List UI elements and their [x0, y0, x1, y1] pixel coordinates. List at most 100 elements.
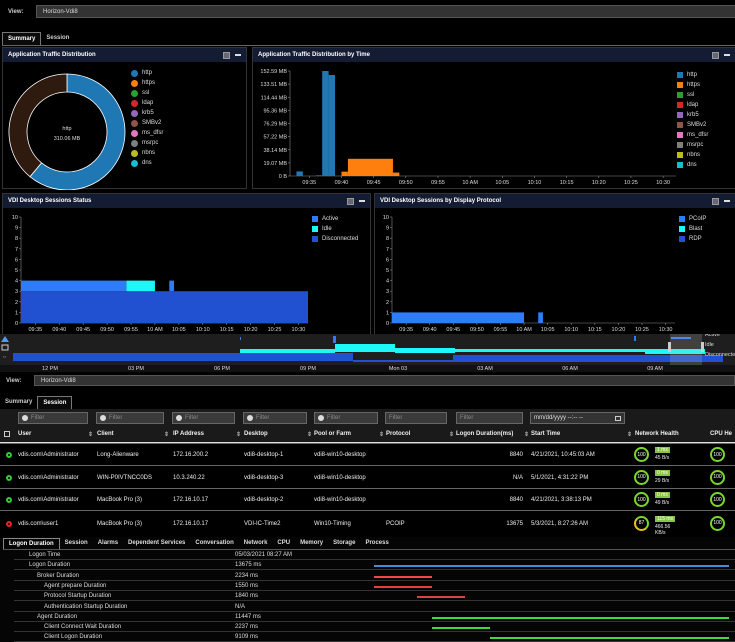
detail-tab-session[interactable]: Session — [64, 540, 88, 546]
calendar-icon[interactable] — [1, 344, 9, 351]
legend-item[interactable]: Active — [312, 214, 358, 224]
navigator-handle-right[interactable] — [701, 342, 704, 352]
column-header[interactable]: Client — [97, 431, 114, 437]
time-navigator[interactable]: ⇔ 12 PM 03 PM 06 PM 09 PM Mon 03 03 AM 06 AM 09 … — [0, 332, 735, 372]
table-row[interactable]: vdis.com\Administrator WIN-P0IVTNCC0DS 10.… — [0, 465, 735, 488]
bar-active[interactable] — [21, 280, 127, 292]
bar-idle[interactable] — [126, 280, 155, 292]
navigator-overview[interactable]: ⇔ 12 PM 03 PM 06 PM 09 PM Mon 03 03 AM 06 AM 09 … — [0, 332, 735, 372]
legend-item[interactable]: ldap — [677, 100, 708, 110]
bar-http[interactable] — [328, 74, 336, 176]
legend-item[interactable]: https — [677, 80, 708, 90]
select-all-checkbox[interactable] — [4, 431, 10, 437]
legend-item[interactable]: http — [131, 68, 163, 78]
column-header[interactable]: User — [18, 431, 32, 437]
maximize-icon[interactable] — [223, 51, 230, 59]
tab-session[interactable]: Session — [46, 35, 70, 41]
view-selector[interactable]: Horizon-Vdi8 — [36, 5, 735, 18]
tab-summary[interactable]: Summary — [2, 32, 42, 45]
bar-active[interactable] — [169, 280, 175, 292]
legend-item[interactable]: nbns — [677, 150, 708, 160]
bar-disconnected[interactable] — [21, 291, 308, 323]
legend-item[interactable]: ssl — [677, 90, 708, 100]
sort-icon[interactable]: ⇕ — [164, 432, 170, 438]
bar-http[interactable] — [315, 175, 323, 176]
fit-icon[interactable]: ⇔ — [2, 354, 8, 360]
legend-item[interactable]: SMBv2 — [131, 118, 163, 128]
tab-summary[interactable]: Summary — [5, 399, 33, 405]
maximize-icon[interactable] — [712, 197, 719, 205]
calendar-icon[interactable] — [615, 415, 621, 421]
legend-item[interactable]: krb5 — [131, 108, 163, 118]
column-filter-input[interactable]: Filter — [456, 412, 523, 424]
legend-item[interactable]: ssl — [131, 88, 163, 98]
detail-tab-dependent-services[interactable]: Dependent Services — [128, 540, 186, 546]
column-filter-input[interactable]: Filter — [385, 412, 447, 424]
table-row[interactable]: vdis.com\Administrator Long-Alienware 172.… — [0, 443, 735, 465]
legend-item[interactable]: dns — [677, 160, 708, 170]
legend-item[interactable]: PCoIP — [679, 214, 706, 224]
bar-pcoip[interactable] — [392, 312, 525, 323]
detail-tab-logon-duration[interactable]: Logon Duration — [3, 538, 60, 549]
table-row[interactable]: vdis.com\Administrator MacBook Pro (3) 172… — [0, 488, 735, 510]
sort-icon[interactable]: ⇕ — [307, 432, 313, 438]
legend-item[interactable]: dns — [131, 158, 163, 168]
legend-item[interactable]: ldap — [131, 98, 163, 108]
detail-tab-alarms[interactable]: Alarms — [97, 540, 119, 546]
detail-tab-cpu[interactable]: CPU — [277, 540, 291, 546]
bar-http[interactable] — [296, 171, 303, 176]
column-header[interactable]: IP Address — [173, 431, 205, 437]
sort-icon[interactable]: ⇕ — [236, 432, 242, 438]
column-header[interactable]: Start Time — [531, 431, 561, 437]
bar-https[interactable] — [347, 158, 393, 176]
legend-item[interactable]: nbns — [131, 148, 163, 158]
navigator-selection[interactable] — [670, 334, 702, 365]
minimize-icon[interactable] — [724, 54, 730, 56]
maximize-icon[interactable] — [347, 197, 354, 205]
legend-item[interactable]: RDP — [679, 234, 706, 244]
table-row[interactable]: vdis.com\user1 MacBook Pro (3) 172.16.10.1… — [0, 510, 735, 536]
slice-SMBv2[interactable] — [8, 73, 68, 178]
navigator-handle-left[interactable] — [668, 342, 671, 352]
legend-item[interactable]: Blast — [679, 224, 706, 234]
detail-tab-process[interactable]: Process — [365, 540, 389, 546]
column-filter-input[interactable]: Filter — [243, 412, 307, 424]
sort-icon[interactable]: ⇕ — [379, 432, 385, 438]
maximize-icon[interactable] — [712, 51, 719, 59]
column-filter-input[interactable]: Filter — [314, 412, 378, 424]
sort-icon[interactable]: ⇕ — [449, 432, 455, 438]
minimize-icon[interactable] — [359, 200, 365, 202]
column-filter-input[interactable]: Filter — [96, 412, 164, 424]
sort-icon[interactable]: ⇕ — [524, 432, 530, 438]
bar-https[interactable] — [392, 172, 400, 176]
column-header[interactable]: Network Health — [635, 431, 679, 437]
legend-item[interactable]: krb5 — [677, 110, 708, 120]
column-filter-input[interactable]: Filter — [172, 412, 235, 424]
column-header[interactable]: Desktop — [244, 431, 268, 437]
column-header[interactable]: CPU He — [710, 431, 733, 437]
bar-http[interactable] — [322, 71, 329, 176]
legend-item[interactable]: Idle — [312, 224, 358, 234]
detail-tab-conversation[interactable]: Conversation — [195, 540, 234, 546]
slice-http[interactable] — [29, 73, 126, 190]
start-time-filter[interactable]: mm/dd/yyyy --:-- -- — [530, 412, 625, 424]
bar-pcoip[interactable] — [538, 312, 543, 323]
tab-session[interactable]: Session — [37, 396, 73, 409]
legend-item[interactable]: msrpc — [677, 140, 708, 150]
bar-https[interactable] — [341, 171, 348, 176]
legend-item[interactable]: ms_dfsr — [677, 130, 708, 140]
detail-tab-memory[interactable]: Memory — [300, 540, 324, 546]
detail-tab-storage[interactable]: Storage — [333, 540, 356, 546]
column-filter-input[interactable]: Filter — [18, 412, 88, 424]
view-selector[interactable]: Horizon-Vdi8 — [34, 375, 735, 386]
minimize-icon[interactable] — [235, 54, 241, 56]
column-header[interactable]: Logon Duration(ms) — [456, 431, 514, 437]
chart-type-icon[interactable] — [1, 336, 9, 342]
sort-icon[interactable]: ⇕ — [627, 432, 633, 438]
legend-item[interactable]: Disconnected — [312, 234, 358, 244]
column-header[interactable]: Protocol — [386, 431, 411, 437]
legend-item[interactable]: https — [131, 78, 163, 88]
minimize-icon[interactable] — [724, 200, 730, 202]
column-header[interactable]: Pool or Farm — [314, 431, 352, 437]
legend-item[interactable]: ms_dfsr — [131, 128, 163, 138]
